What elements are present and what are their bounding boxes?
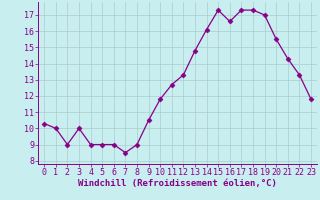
X-axis label: Windchill (Refroidissement éolien,°C): Windchill (Refroidissement éolien,°C) <box>78 179 277 188</box>
